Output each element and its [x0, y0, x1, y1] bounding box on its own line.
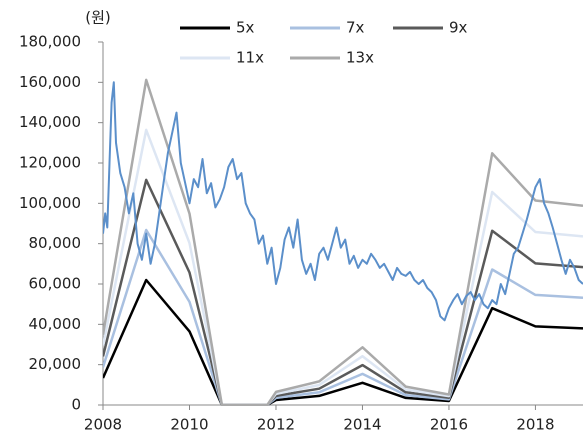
x-tick-label: 2012: [257, 416, 295, 434]
y-axis-label: (원): [85, 9, 111, 27]
y-tick-label: 20,000: [29, 355, 82, 373]
y-tick-label: 140,000: [19, 113, 81, 131]
band-line: [103, 78, 583, 406]
band-line: [103, 128, 583, 406]
x-tick-label: 2008: [84, 416, 122, 434]
legend-label: 5x: [236, 19, 255, 37]
x-tick-label: 2018: [516, 416, 554, 434]
legend-label: 9x: [449, 19, 468, 37]
y-tick-label: 160,000: [19, 73, 81, 91]
x-tick-label: 2016: [430, 416, 468, 434]
band-line: [103, 278, 583, 406]
y-tick-label: 60,000: [29, 275, 82, 293]
x-tick-label: 2014: [343, 416, 381, 434]
y-tick-label: 100,000: [19, 194, 81, 212]
y-tick-label: 40,000: [29, 315, 82, 333]
plot-area: [103, 78, 583, 406]
legend-label: 11x: [236, 49, 264, 67]
y-tick-label: 80,000: [29, 234, 82, 252]
y-tick-label: 180,000: [19, 33, 81, 51]
legend-label: 13x: [346, 49, 374, 67]
y-tick-label: 120,000: [19, 154, 81, 172]
band-line: [103, 178, 583, 406]
x-tick-label: 2010: [170, 416, 208, 434]
y-tick-label: 0: [71, 396, 81, 414]
price-line: [103, 81, 583, 322]
legend-label: 7x: [346, 19, 365, 37]
band-line: [103, 228, 583, 406]
